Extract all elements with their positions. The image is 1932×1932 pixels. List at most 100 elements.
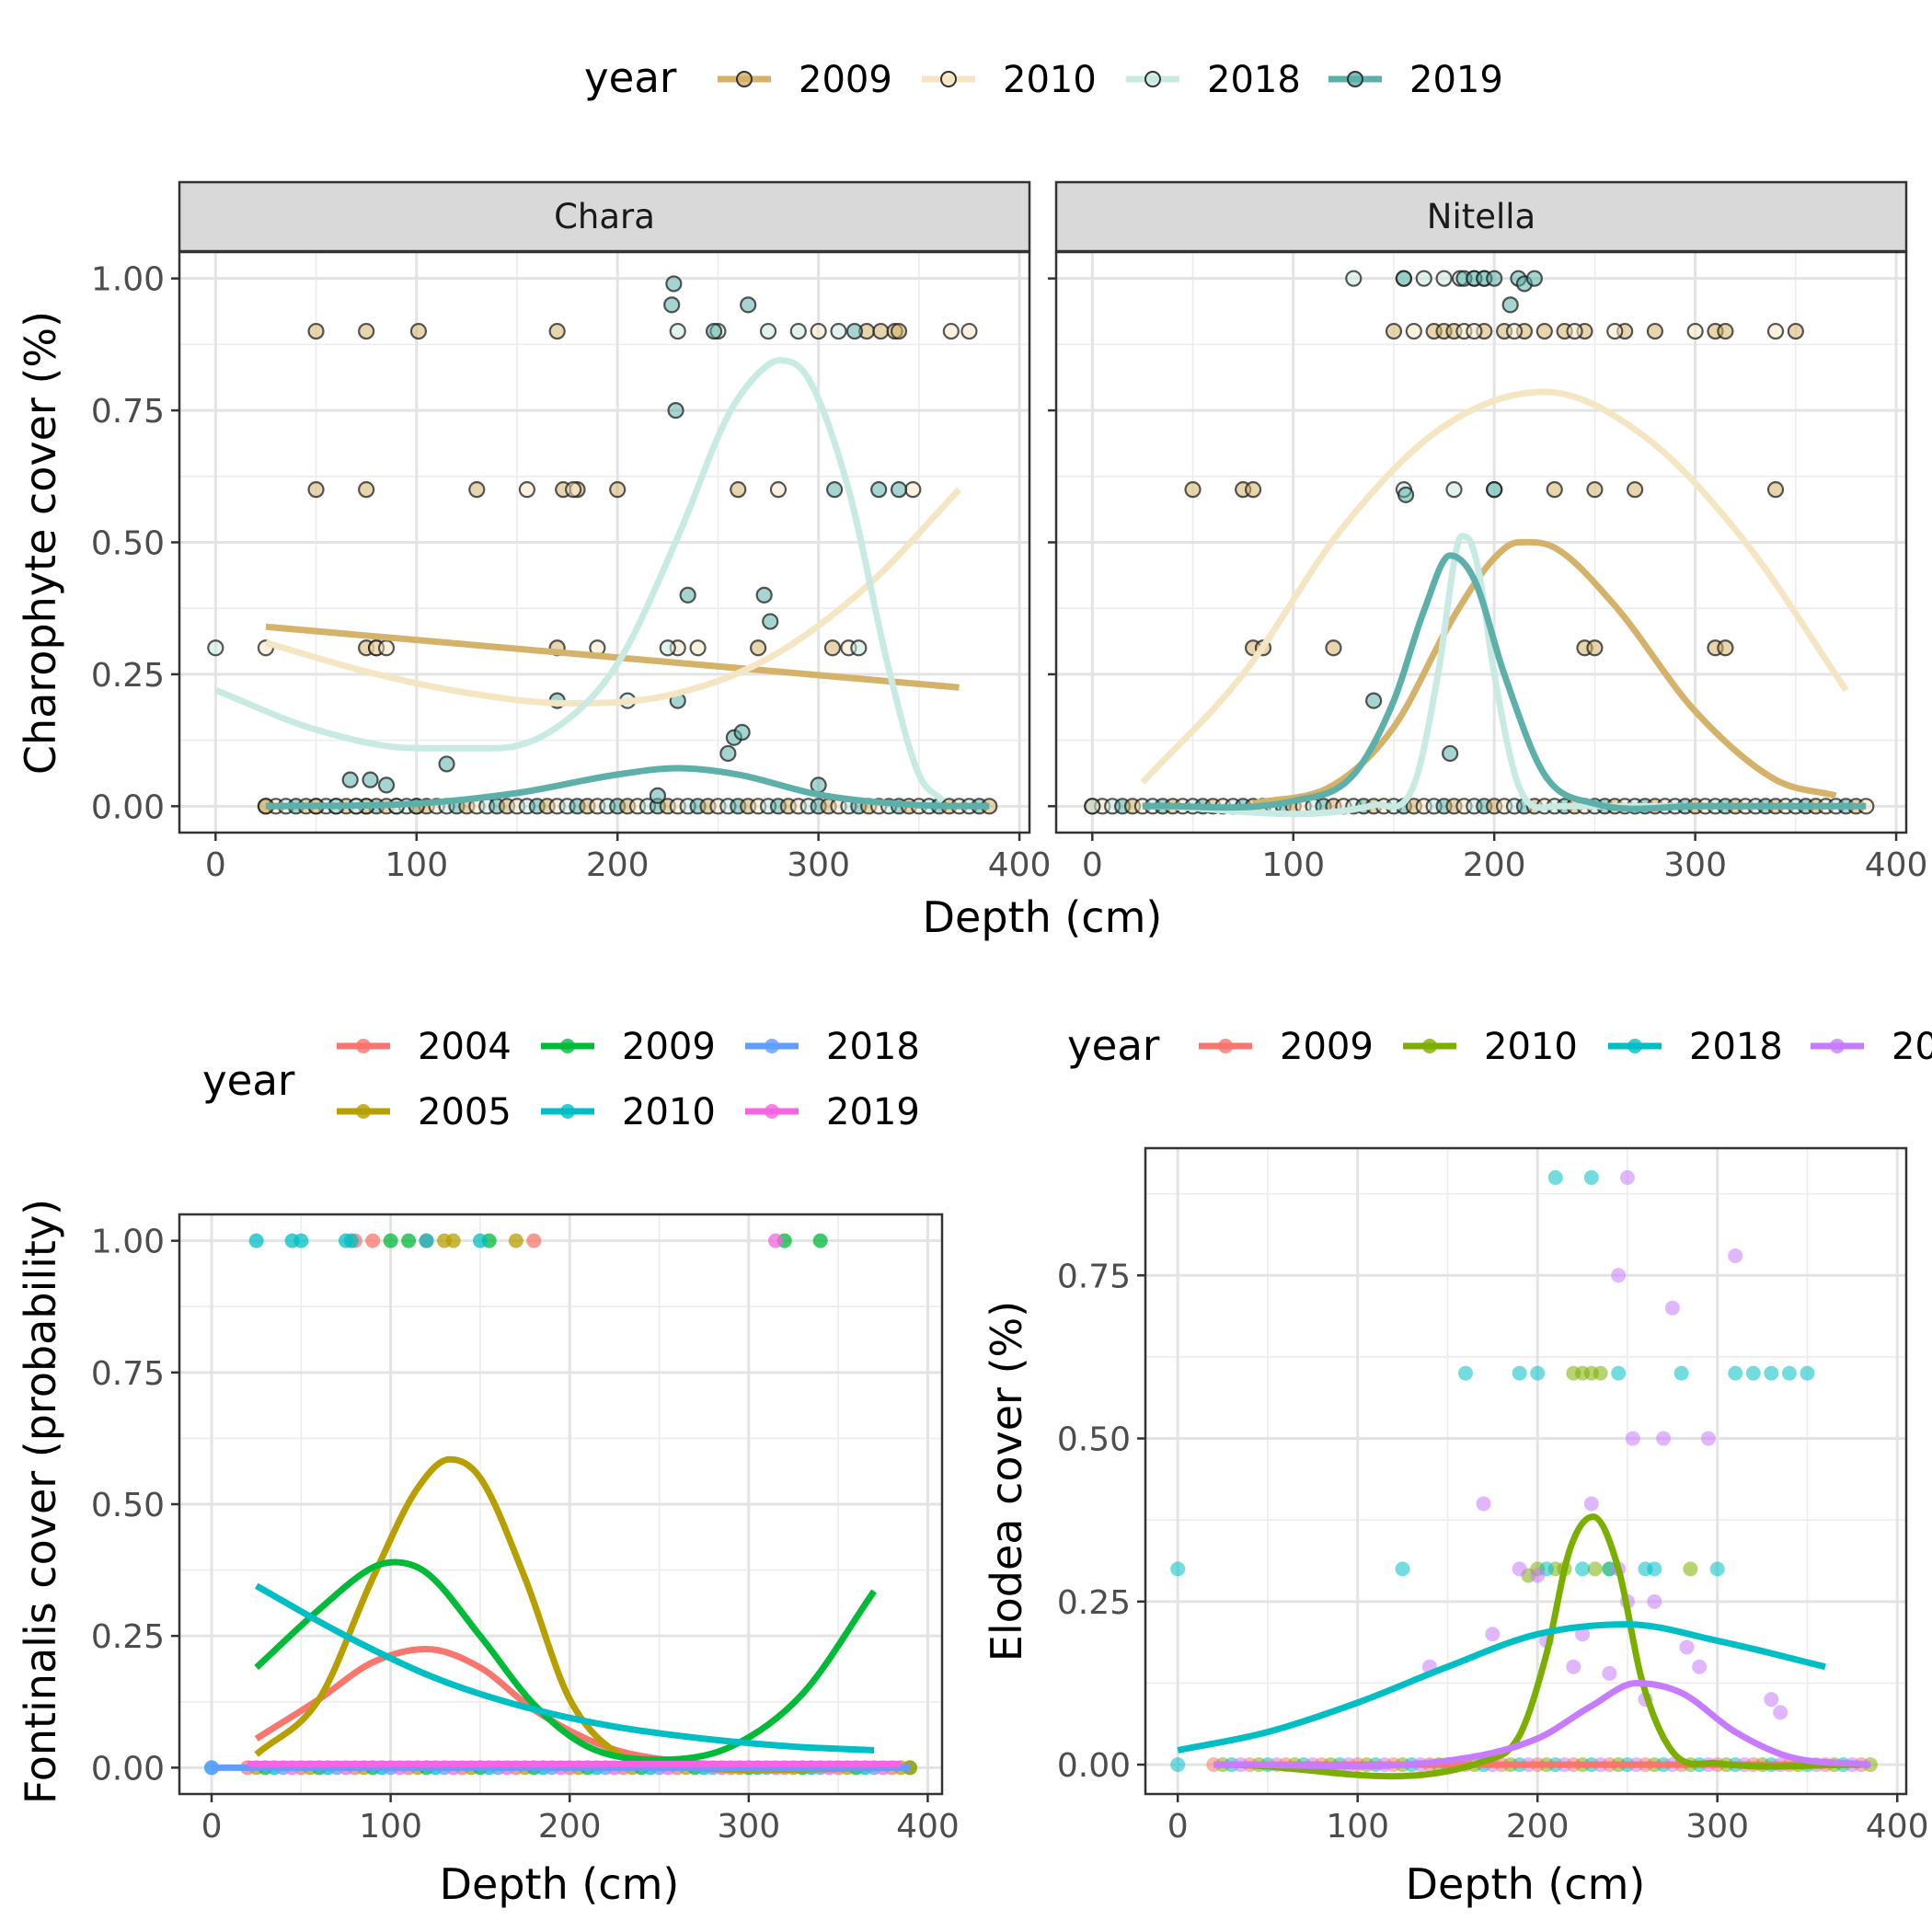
data-point-2010 xyxy=(1686,322,1704,340)
data-point-2010 xyxy=(1587,1561,1603,1577)
x-tick-label: 100 xyxy=(359,1808,422,1846)
legend-key-point xyxy=(1830,1039,1845,1053)
data-point-2019 xyxy=(845,322,864,340)
x-tick-label: 400 xyxy=(896,1808,960,1846)
data-point-2010 xyxy=(904,481,922,499)
data-point-2018 xyxy=(1575,1561,1591,1577)
data-point-2009 xyxy=(750,639,767,657)
data-point-2018 xyxy=(1170,1561,1186,1577)
data-point-2010 xyxy=(1766,322,1785,340)
fit-curve-2010 xyxy=(1140,388,1849,785)
x-tick-label: 0 xyxy=(205,846,226,884)
data-point-2019 xyxy=(362,771,379,788)
data-point-2019 xyxy=(649,787,666,804)
y-tick-label: 0.50 xyxy=(91,525,165,563)
data-point-2009 xyxy=(1385,322,1403,340)
legend-label: 2009 xyxy=(799,59,892,101)
data-point-2009 xyxy=(383,1233,398,1248)
legend-key-point xyxy=(765,1039,779,1053)
data-point-2010 xyxy=(565,481,582,499)
x-tick-label: 0 xyxy=(1167,1808,1189,1846)
data-point-2010 xyxy=(518,481,536,499)
data-point-2010 xyxy=(942,322,960,340)
legend-label: 2018 xyxy=(826,1026,920,1068)
data-point-20 xyxy=(1700,1431,1716,1446)
data-point-2018 xyxy=(1345,270,1363,287)
y-tick-label: 1.00 xyxy=(91,1224,165,1261)
data-point-2009 xyxy=(401,1233,417,1248)
legend-key-point xyxy=(940,71,957,87)
y-tick-label: 0.75 xyxy=(91,1355,165,1393)
data-point-20 xyxy=(1583,1496,1599,1512)
legend-label: 20 xyxy=(1892,1026,1932,1068)
data-point-2009 xyxy=(409,322,428,340)
data-point-2019 xyxy=(768,1233,784,1248)
data-point-2019 xyxy=(826,481,844,499)
data-point-20 xyxy=(1602,1665,1617,1681)
x-tick-label: 200 xyxy=(1463,846,1526,884)
data-point-2019 xyxy=(1525,270,1543,287)
data-point-2019 xyxy=(740,296,757,314)
data-point-20 xyxy=(1625,1431,1640,1446)
data-point-2018 xyxy=(1583,1169,1599,1185)
data-point-2010 xyxy=(960,322,978,340)
data-point-2018 xyxy=(659,639,676,657)
data-point-2019 xyxy=(665,275,683,293)
data-point-2010 xyxy=(689,639,707,657)
fit-curve-2018 xyxy=(1177,1621,1826,1754)
y-tick-label: 0.25 xyxy=(91,657,165,695)
data-point-2009 xyxy=(548,322,566,340)
data-point-2009 xyxy=(1586,481,1604,499)
data-point-2019 xyxy=(1397,486,1415,503)
data-point-2009 xyxy=(307,322,325,340)
plot-border xyxy=(1144,1146,1908,1796)
fit-curve-2009 xyxy=(1252,538,1837,807)
x-tick-label: 100 xyxy=(1261,846,1325,884)
data-point-20 xyxy=(1679,1639,1695,1655)
data-point-2019 xyxy=(1486,481,1503,499)
data-point-2005 xyxy=(508,1233,523,1248)
data-point-2009 xyxy=(1766,481,1785,499)
data-point-20 xyxy=(1476,1496,1491,1512)
data-point-2009 xyxy=(730,481,747,499)
data-point-2009 xyxy=(307,481,325,499)
legend-key-point xyxy=(560,1039,575,1053)
legend-key-point xyxy=(736,71,753,87)
data-point-2019 xyxy=(667,401,684,420)
data-point-2009 xyxy=(1787,322,1804,340)
fit-curve-2018 xyxy=(214,357,946,804)
panel-fontinalis: 0.00 0.25 0.50 0.75 1.00 0 100 200 300 400 xyxy=(91,1213,960,1846)
data-point-2018 xyxy=(1530,1365,1546,1381)
y-tick-label: 1.00 xyxy=(91,261,165,299)
data-point-2018 xyxy=(1415,270,1432,287)
legend-label: 2019 xyxy=(1409,59,1503,101)
data-point-2018 xyxy=(207,639,224,657)
data-point-2009 xyxy=(1244,481,1262,499)
panel-elodea: 0.00 0.25 0.50 0.75 0 100 200 300 400 xyxy=(1057,1146,1929,1846)
x-tick-label: 300 xyxy=(787,846,850,884)
data-point-2009 xyxy=(1184,481,1202,499)
data-point-2010 xyxy=(419,1233,434,1248)
data-point-2009 xyxy=(1717,322,1734,340)
legend-label: 2010 xyxy=(1003,59,1097,101)
data-point-2010 xyxy=(769,481,788,499)
x-tick-label: 100 xyxy=(1326,1808,1389,1846)
data-point-2010 xyxy=(248,1233,264,1248)
data-point-2010 xyxy=(1505,322,1524,340)
data-point-2019 xyxy=(377,776,396,794)
data-point-2019 xyxy=(679,586,696,604)
data-point-2009 xyxy=(1646,322,1664,340)
legend-key-point xyxy=(560,1104,575,1119)
data-point-2018 xyxy=(669,322,686,340)
legend-key-point xyxy=(356,1039,371,1053)
data-point-2019 xyxy=(1486,270,1503,287)
data-point-20 xyxy=(1575,1627,1591,1642)
legend-key-point xyxy=(1347,71,1363,87)
y-tick-label: 0.50 xyxy=(1057,1421,1131,1459)
data-point-2009 xyxy=(468,481,486,499)
data-point-2019 xyxy=(705,322,723,340)
data-point-2009 xyxy=(358,481,375,499)
data-point-2009 xyxy=(823,639,842,657)
fit-curve-2010 xyxy=(1223,1513,1862,1780)
fit-curve-2009 xyxy=(265,623,960,691)
